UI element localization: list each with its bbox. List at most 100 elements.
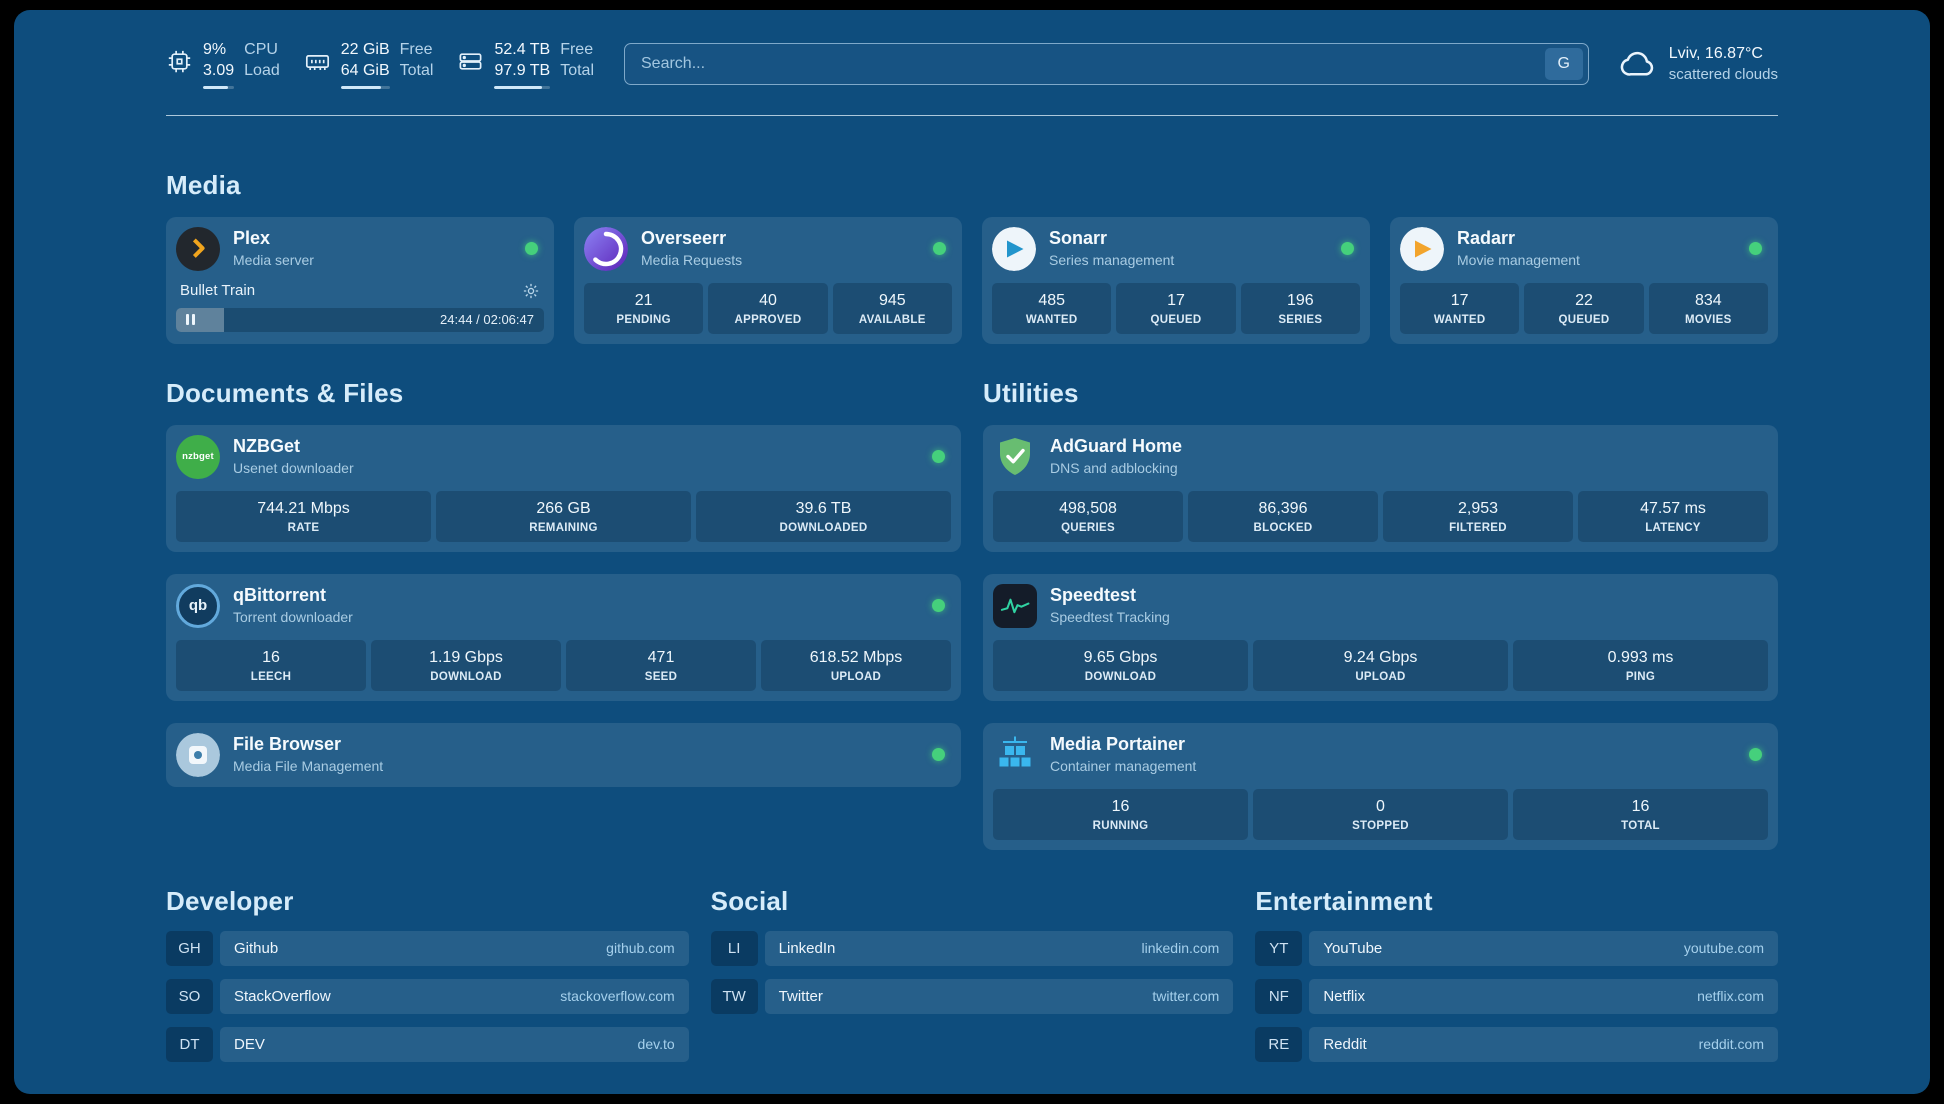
stat-value: 22	[1575, 291, 1593, 309]
stat-label: SERIES	[1278, 313, 1323, 326]
bookmark-name: Reddit	[1323, 1035, 1367, 1053]
bookmark-name: Netflix	[1323, 987, 1366, 1005]
stat-box: 16 TOTAL	[1513, 788, 1768, 840]
stat-value: 21	[634, 291, 653, 309]
gear-icon[interactable]	[522, 282, 540, 300]
service-card-portainer[interactable]: Media Portainer Container management 16 …	[983, 722, 1778, 850]
stat-label: TOTAL	[1621, 819, 1660, 832]
service-card-sonarr[interactable]: Sonarr Series management 485 WANTED 17 Q…	[982, 216, 1370, 344]
section-media: Media Plex Media server	[166, 170, 1778, 344]
bookmark-group-title: Developer	[166, 885, 294, 916]
stat-value: 196	[1286, 291, 1314, 309]
memory-usage-bar	[340, 85, 390, 89]
playback-time: 24:44 / 02:06:47	[440, 312, 534, 328]
stat-value: 945	[878, 291, 906, 309]
section-utilities: Utilities AdGuard Home	[983, 378, 1778, 850]
bookmark-row-dev[interactable]: DT DEV dev.to	[166, 1026, 689, 1062]
bookmark-main: YouTube youtube.com	[1309, 930, 1778, 966]
stat-value: 498,508	[1059, 499, 1117, 517]
stat-label: PENDING	[616, 313, 671, 326]
disk-usage-fill	[494, 85, 542, 89]
service-name: Sonarr	[1049, 227, 1108, 248]
stat-box: 40 APPROVED	[708, 282, 828, 334]
nzbget-icon-text: nzbget	[182, 451, 214, 463]
bookmark-abbr: RE	[1255, 1026, 1303, 1062]
card-header: Sonarr Series management	[992, 226, 1360, 271]
playback-progress-bar[interactable]: 24:44 / 02:06:47	[176, 307, 544, 332]
stat-label: RUNNING	[1092, 819, 1149, 832]
stat-value: 834	[1694, 291, 1722, 309]
bookmark-row-youtube[interactable]: YT YouTube youtube.com	[1255, 930, 1778, 966]
stats-row: 16 RUNNING 0 STOPPED 16 TOTAL	[993, 788, 1768, 840]
service-card-plex[interactable]: Plex Media server Bullet Train	[166, 216, 554, 344]
weather-widget: Lviv, 16.87°C scattered clouds	[1619, 44, 1778, 84]
stat-box: 266 GB REMAINING	[436, 490, 691, 542]
service-card-qbittorrent[interactable]: qb qBittorrent Torrent downloader 16	[166, 573, 961, 701]
weather-condition: scattered clouds	[1668, 65, 1778, 83]
bookmark-row-twitter[interactable]: TW Twitter twitter.com	[710, 978, 1234, 1014]
cpu-icon	[166, 48, 193, 75]
pause-icon[interactable]	[186, 314, 195, 326]
stat-box: 0.993 ms PING	[1513, 639, 1768, 691]
service-title-block: File Browser Media File Management	[233, 734, 383, 775]
search-input[interactable]	[641, 55, 1537, 74]
service-name: qBittorrent	[233, 584, 326, 605]
service-card-nzbget[interactable]: nzbget NZBGet Usenet downloader 744.21 M…	[166, 424, 961, 552]
cpu-values: 9% 3.09	[203, 40, 235, 89]
disk-values: 52.4 TB 97.9 TB	[494, 40, 551, 89]
disk-label-bottom: Total	[560, 61, 594, 79]
stat-value: 16	[1111, 797, 1130, 815]
stats-row: 744.21 Mbps RATE 266 GB REMAINING 39.6 T…	[176, 490, 951, 542]
bookmark-main: LinkedIn linkedin.com	[764, 930, 1234, 966]
stat-label: BLOCKED	[1253, 521, 1313, 534]
stat-value: 16	[1631, 797, 1650, 815]
service-title-block: NZBGet Usenet downloader	[233, 436, 354, 477]
stat-label: APPROVED	[734, 313, 802, 326]
bookmark-row-stackoverflow[interactable]: SO StackOverflow stackoverflow.com	[166, 978, 689, 1014]
divider	[166, 114, 1778, 116]
bookmark-row-github[interactable]: GH Github github.com	[166, 930, 689, 966]
stat-box: 945 AVAILABLE	[832, 282, 952, 334]
memory-widget: 22 GiB 64 GiB Free Total	[304, 40, 434, 89]
memory-labels: Free Total	[400, 40, 434, 82]
service-name: Plex	[233, 227, 271, 248]
speedtest-icon	[993, 583, 1037, 628]
stat-value: 485	[1038, 291, 1066, 309]
status-dot	[1749, 242, 1762, 256]
search-provider-button[interactable]: G	[1544, 48, 1583, 81]
service-card-filebrowser[interactable]: File Browser Media File Management	[166, 722, 961, 787]
card-header: Radarr Movie management	[1400, 226, 1768, 271]
service-card-overseerr[interactable]: Overseerr Media Requests 21 PENDING 40 A…	[574, 216, 962, 344]
service-subtitle: Series management	[1049, 252, 1175, 269]
service-card-radarr[interactable]: Radarr Movie management 17 WANTED 22 QUE…	[1390, 216, 1778, 344]
bookmark-abbr: NF	[1255, 978, 1303, 1014]
section-title-documents: Documents & Files	[166, 377, 404, 408]
service-subtitle: DNS and adblocking	[1050, 460, 1178, 477]
stat-label: LATENCY	[1645, 521, 1701, 534]
service-subtitle: Container management	[1050, 758, 1197, 775]
bookmark-name: YouTube	[1323, 939, 1383, 957]
service-title-block: Sonarr Series management	[1049, 228, 1174, 269]
service-card-speedtest[interactable]: Speedtest Speedtest Tracking 9.65 Gbps D…	[983, 573, 1778, 701]
bookmark-group-developer: Developer GH Github github.com SO StackO…	[166, 886, 689, 1062]
overseerr-icon	[584, 226, 628, 271]
service-card-adguard[interactable]: AdGuard Home DNS and adblocking 498,508 …	[983, 424, 1778, 552]
stat-box: 86,396 BLOCKED	[1188, 490, 1378, 542]
stat-label: SEED	[644, 670, 678, 683]
cpu-usage-bar	[203, 85, 235, 89]
stat-label: QUEUED	[1558, 313, 1610, 326]
bookmark-url: reddit.com	[1698, 1036, 1764, 1053]
stat-value: 471	[647, 648, 675, 666]
cpu-label-top: CPU	[244, 41, 278, 58]
bookmark-name: Github	[234, 939, 279, 957]
bookmark-row-netflix[interactable]: NF Netflix netflix.com	[1255, 978, 1778, 1014]
utilities-cards: AdGuard Home DNS and adblocking 498,508 …	[983, 424, 1778, 850]
bookmark-row-reddit[interactable]: RE Reddit reddit.com	[1255, 1026, 1778, 1062]
service-subtitle: Media Requests	[641, 252, 743, 269]
stats-row: 9.65 Gbps DOWNLOAD 9.24 Gbps UPLOAD 0.99…	[993, 639, 1768, 691]
stats-row: 17 WANTED 22 QUEUED 834 MOVIES	[1400, 282, 1768, 334]
disk-free-value: 52.4 TB	[494, 41, 551, 58]
bookmark-row-linkedin[interactable]: LI LinkedIn linkedin.com	[710, 930, 1234, 966]
bookmark-url: linkedin.com	[1141, 940, 1220, 957]
bookmark-rows: LI LinkedIn linkedin.com TW Twitter twit…	[710, 930, 1234, 1014]
